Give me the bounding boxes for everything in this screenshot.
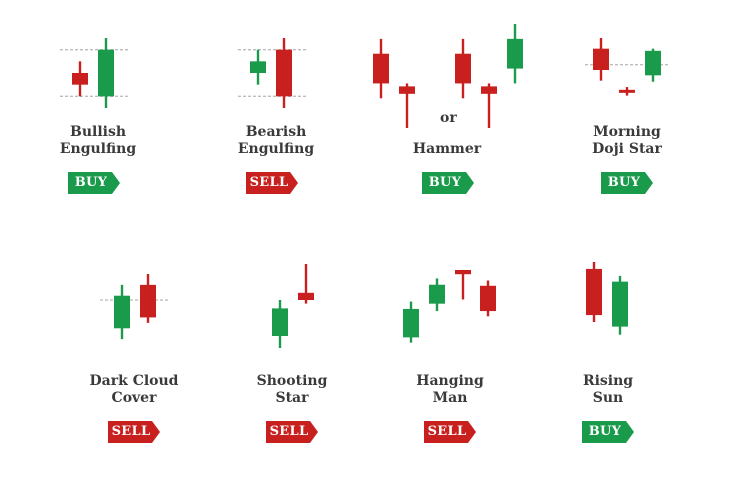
candle-body <box>645 50 661 76</box>
candle-body <box>586 268 602 316</box>
pattern-bearish-engulfing: Bearish Engulfing SELL <box>206 20 346 240</box>
candle-body <box>481 86 497 94</box>
pattern-name-line: Dark Cloud <box>89 373 179 389</box>
candle-body <box>507 38 523 69</box>
pattern-name: Morning Doji Star <box>557 124 697 158</box>
pattern-name-line: Star <box>275 390 309 406</box>
candle-body <box>399 86 415 94</box>
candle-body <box>593 48 609 70</box>
pattern-name-line: Sun <box>592 390 624 406</box>
pattern-name-line: Bullish <box>69 124 127 140</box>
sell-badge: SELL <box>246 172 298 194</box>
candles-hanging-man <box>403 270 496 343</box>
pattern-name: Shooting Star <box>222 373 362 407</box>
pattern-shooting-star: Shooting Star SELL <box>222 262 362 482</box>
sell-badge: SELL <box>108 421 160 443</box>
candlestick-patterns-diagram: Bullish Engulfing BUY Bearish Engulfing … <box>28 20 697 467</box>
candles-shooting-star <box>272 264 314 348</box>
candle-body <box>276 49 292 97</box>
pattern-name: Bearish Engulfing <box>206 124 346 158</box>
pattern-morning-doji-star: Morning Doji Star BUY <box>557 20 697 240</box>
pattern-name-line: Shooting <box>256 373 328 389</box>
candle-body <box>272 308 288 336</box>
candle-body <box>455 53 471 84</box>
candle-body <box>480 285 496 312</box>
candle-body <box>250 61 266 73</box>
pattern-name: Bullish Engulfing <box>28 124 168 158</box>
pattern-rising-sun: Rising Sun BUY <box>538 262 678 482</box>
candle-body <box>455 270 471 275</box>
pattern-name-line: Engulfing <box>237 141 315 157</box>
pattern-hanging-man: Hanging Man SELL <box>380 262 520 482</box>
candle-body <box>72 73 88 85</box>
pattern-name-line: Morning <box>593 124 661 140</box>
pattern-name-line: Hammer <box>412 141 482 157</box>
pattern-dark-cloud-cover: Dark Cloud Cover SELL <box>64 262 204 482</box>
candles-rising-sun <box>586 262 628 335</box>
candles-bullish-engulfing <box>60 38 128 108</box>
sell-badge: SELL <box>424 421 476 443</box>
candle-body <box>612 281 628 327</box>
buy-badge: BUY <box>68 172 120 194</box>
pattern-name-line: Hanging <box>416 373 484 389</box>
pattern-name: Hanging Man <box>380 373 520 407</box>
candle-body <box>373 53 389 84</box>
candles-bearish-engulfing <box>238 38 306 108</box>
pattern-name-line: Doji Star <box>592 141 662 157</box>
pattern-name-line: Cover <box>111 390 157 406</box>
candles-dark-cloud-cover <box>100 274 170 340</box>
pattern-hammer: or Hammer BUY <box>357 20 537 240</box>
candle-body <box>114 295 130 329</box>
pattern-name-line: Man <box>432 390 468 406</box>
pattern-name-line: Bearish <box>245 124 307 140</box>
pattern-name: Dark Cloud Cover <box>64 373 204 407</box>
buy-badge: BUY <box>582 421 634 443</box>
pattern-name-line: Rising <box>582 373 634 389</box>
candle-body <box>140 284 156 318</box>
candles-morning-doji-star <box>585 38 669 96</box>
pattern-name: Rising Sun <box>538 373 678 407</box>
sell-badge: SELL <box>266 421 318 443</box>
buy-badge: BUY <box>601 172 653 194</box>
candle-body <box>429 284 445 304</box>
candles-hammer <box>373 24 523 128</box>
pattern-name-line: Engulfing <box>59 141 137 157</box>
pattern-name: Hammer <box>357 141 537 158</box>
candle-body <box>298 292 314 300</box>
buy-badge: BUY <box>422 172 474 194</box>
or-connector: or <box>440 110 457 126</box>
candle-body <box>98 49 114 97</box>
candle-body <box>403 308 419 338</box>
pattern-bullish-engulfing: Bullish Engulfing BUY <box>28 20 168 240</box>
